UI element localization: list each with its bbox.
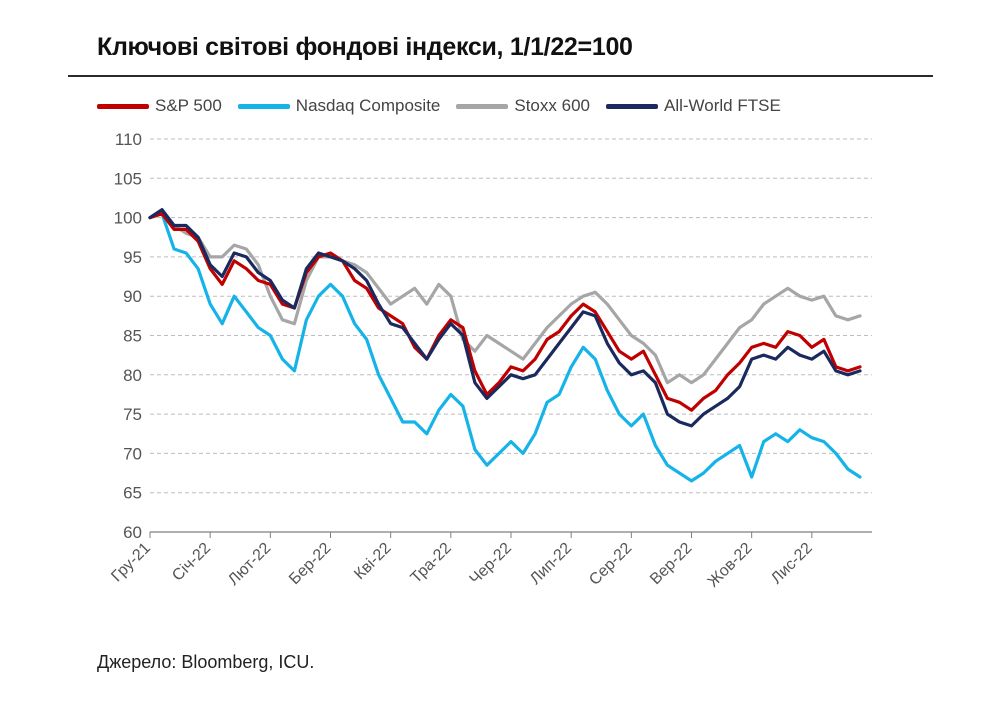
legend-swatch-sp500 (97, 103, 149, 109)
y-tick-label: 60 (123, 523, 142, 542)
x-tick-label: Лип-22 (527, 540, 575, 588)
x-tick-label: Лис-22 (768, 540, 816, 588)
y-tick-label: 70 (123, 444, 142, 463)
y-tick-label: 105 (114, 169, 142, 188)
chart-title: Ключові світові фондові індекси, 1/1/22=… (97, 33, 633, 61)
x-tick-label: Чер-22 (466, 540, 515, 589)
x-tick-label: Вер-22 (647, 540, 696, 589)
y-tick-label: 75 (123, 405, 142, 424)
legend-label-sp500: S&P 500 (155, 96, 222, 115)
legend-label-ftse: All-World FTSE (663, 96, 781, 115)
x-tick-label: Тра-22 (408, 540, 455, 587)
y-tick-label: 85 (123, 327, 142, 346)
series-line-nasdaq (148, 212, 862, 483)
y-tick-label: 100 (114, 209, 142, 228)
series-line-stoxx600 (148, 208, 862, 385)
source-note: Джерело: Bloomberg, ICU. (97, 652, 315, 672)
legend-item-stoxx600: Stoxx 600 (456, 96, 590, 116)
x-tick-label: Лют-22 (225, 540, 274, 589)
x-tick-label: Кві-22 (351, 540, 395, 584)
series-line-sp500 (148, 212, 862, 412)
x-tick-label: Жов-22 (705, 540, 756, 591)
y-tick-label: 90 (123, 287, 142, 306)
y-tick-label: 80 (123, 366, 142, 385)
y-tick-label: 95 (123, 248, 142, 267)
y-tick-label: 65 (123, 484, 142, 503)
x-tick-label: Гру-21 (108, 540, 154, 586)
legend-label-stoxx600: Stoxx 600 (514, 96, 590, 115)
y-tick-label: 110 (115, 130, 142, 149)
series-line-ftse (148, 208, 862, 428)
legend-item-ftse: All-World FTSE (605, 96, 781, 116)
legend-swatch-ftse (605, 103, 658, 109)
x-tick-label: Сер-22 (586, 540, 635, 589)
chart-legend: S&P 500 Nasdaq Composite Stoxx 600 All-W… (97, 96, 797, 116)
x-tick-label: Січ-22 (169, 540, 214, 585)
legend-label-nasdaq: Nasdaq Composite (295, 96, 441, 115)
x-tick-label: Бер-22 (286, 540, 334, 588)
legend-item-sp500: S&P 500 (97, 96, 222, 116)
title-divider (68, 75, 933, 77)
legend-item-nasdaq: Nasdaq Composite (237, 96, 441, 116)
legend-swatch-nasdaq (237, 103, 290, 109)
legend-swatch-stoxx600 (456, 103, 509, 109)
